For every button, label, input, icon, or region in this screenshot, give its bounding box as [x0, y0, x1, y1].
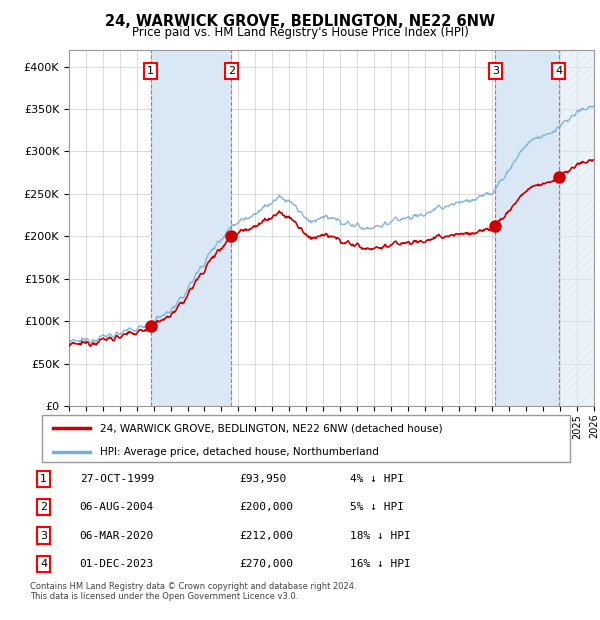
Text: 2: 2 — [228, 66, 235, 76]
Text: 4: 4 — [555, 66, 562, 76]
Text: Contains HM Land Registry data © Crown copyright and database right 2024.
This d: Contains HM Land Registry data © Crown c… — [30, 582, 356, 601]
Bar — [151, 50, 232, 406]
Bar — [495, 50, 559, 406]
Text: 27-OCT-1999: 27-OCT-1999 — [80, 474, 154, 484]
Text: Price paid vs. HM Land Registry's House Price Index (HPI): Price paid vs. HM Land Registry's House … — [131, 26, 469, 39]
Text: 5% ↓ HPI: 5% ↓ HPI — [350, 502, 404, 512]
Text: 24, WARWICK GROVE, BEDLINGTON, NE22 6NW: 24, WARWICK GROVE, BEDLINGTON, NE22 6NW — [105, 14, 495, 29]
Text: £200,000: £200,000 — [240, 502, 294, 512]
Text: 18% ↓ HPI: 18% ↓ HPI — [350, 531, 411, 541]
Text: 06-MAR-2020: 06-MAR-2020 — [80, 531, 154, 541]
Text: 4: 4 — [40, 559, 47, 569]
Text: 3: 3 — [40, 531, 47, 541]
FancyBboxPatch shape — [42, 415, 570, 462]
Text: 1: 1 — [147, 66, 154, 76]
Text: £212,000: £212,000 — [240, 531, 294, 541]
Text: 01-DEC-2023: 01-DEC-2023 — [80, 559, 154, 569]
Text: 3: 3 — [492, 66, 499, 76]
Text: 16% ↓ HPI: 16% ↓ HPI — [350, 559, 411, 569]
Bar — [559, 50, 594, 406]
Text: 06-AUG-2004: 06-AUG-2004 — [80, 502, 154, 512]
Text: £93,950: £93,950 — [240, 474, 287, 484]
Text: £270,000: £270,000 — [240, 559, 294, 569]
Text: HPI: Average price, detached house, Northumberland: HPI: Average price, detached house, Nort… — [100, 446, 379, 457]
Text: 4% ↓ HPI: 4% ↓ HPI — [350, 474, 404, 484]
Text: 2: 2 — [40, 502, 47, 512]
Text: 1: 1 — [40, 474, 47, 484]
Text: 24, WARWICK GROVE, BEDLINGTON, NE22 6NW (detached house): 24, WARWICK GROVE, BEDLINGTON, NE22 6NW … — [100, 423, 443, 433]
